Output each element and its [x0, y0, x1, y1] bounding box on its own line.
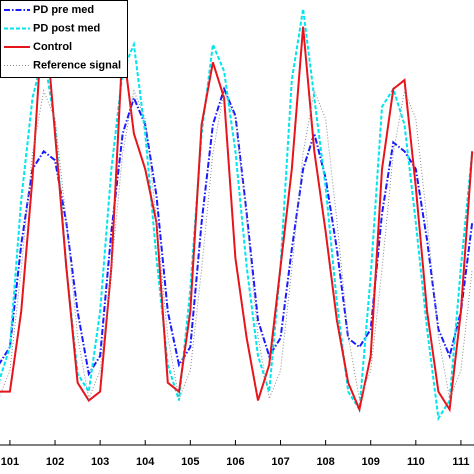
x-tick-label: 105: [181, 456, 199, 468]
legend-label: Control: [33, 41, 72, 53]
x-tick-label: 109: [362, 456, 380, 468]
legend-box: [0, 0, 128, 78]
x-tick-label: 106: [226, 456, 244, 468]
series-line: [0, 89, 473, 401]
x-tick-label: 101: [1, 456, 19, 468]
x-tick-label: 111: [452, 456, 469, 468]
x-tick-label: 107: [271, 456, 289, 468]
series-line: [0, 86, 474, 377]
x-tick-label: 102: [46, 456, 64, 468]
plot-area: [0, 0, 474, 422]
legend-label: PD pre med: [33, 4, 94, 16]
x-tick-label: 110: [407, 456, 425, 468]
x-tick-label: 103: [91, 456, 109, 468]
legend-label: Reference signal: [33, 59, 121, 71]
legend-label: PD post med: [33, 22, 100, 34]
series-line: [0, 0, 474, 413]
x-tick-label: 108: [316, 456, 334, 468]
legend: PD pre med PD post med Control Reference si…: [0, 0, 128, 78]
x-tick-label: 104: [136, 456, 155, 468]
